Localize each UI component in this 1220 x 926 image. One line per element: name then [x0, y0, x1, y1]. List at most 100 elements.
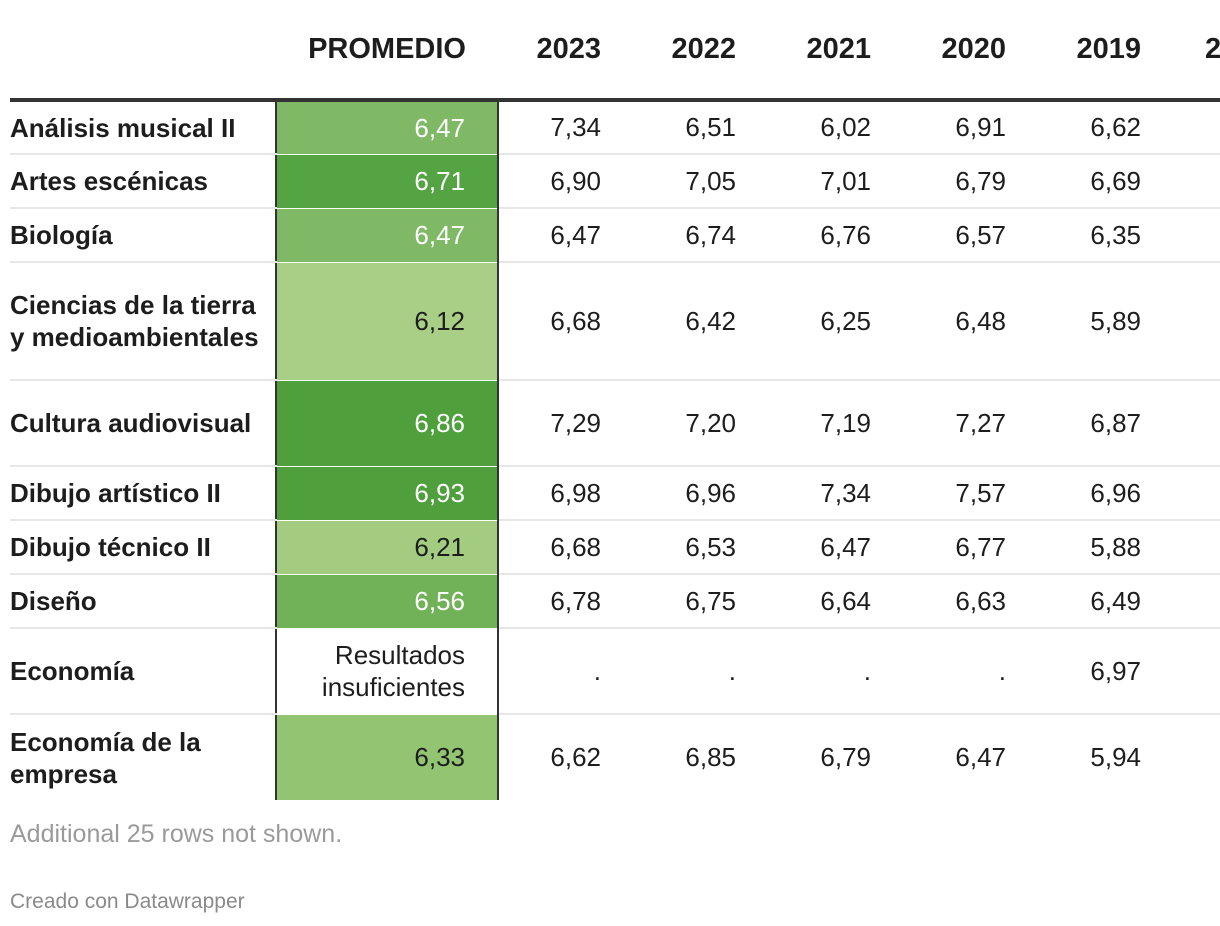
year-value-cell: 6,79 — [820, 742, 871, 772]
subject-cell: Dibujo artístico II — [10, 466, 276, 521]
promedio-cell: 6,33 — [275, 714, 499, 800]
subject-cell: Economía — [10, 628, 276, 715]
column-header-2019[interactable]: 2019 — [1038, 0, 1173, 102]
promedio-cell: 6,93 — [275, 466, 499, 521]
truncated-cell — [1173, 208, 1220, 263]
truncated-cell — [1173, 154, 1220, 209]
table-body: Análisis musical II 6,47 7,34 6,51 6,02 6,91 6… — [10, 100, 1220, 800]
table-row: Artes escénicas 6,71 6,90 7,05 7,01 6,79 6,69 — [10, 154, 1220, 209]
truncated-cell — [1173, 100, 1220, 155]
subject-cell: Economía de la empresa — [10, 726, 201, 789]
table-row: Economía de la empresa 6,33 6,62 6,85 6,79 6,… — [10, 714, 1220, 800]
year-value-cell: 6,51 — [633, 100, 768, 155]
year-value-cell: 7,57 — [903, 466, 1038, 521]
year-value-cell: . — [498, 628, 633, 715]
rows-hidden-note: Additional 25 rows not shown. — [10, 820, 343, 848]
year-value-cell: 7,34 — [498, 100, 633, 155]
table-row: Diseño 6,56 6,78 6,75 6,64 6,63 6,49 — [10, 574, 1220, 629]
year-value-cell: 6,42 — [633, 262, 768, 381]
promedio-cell: 6,56 — [275, 574, 499, 629]
truncated-cell — [1173, 714, 1220, 800]
year-value-cell: 6,69 — [1038, 154, 1173, 209]
year-value-cell: 7,27 — [903, 380, 1038, 467]
column-header-2021[interactable]: 2021 — [768, 0, 903, 102]
subject-cell: Biología — [10, 208, 276, 263]
subject-cell: Análisis musical II — [10, 100, 276, 155]
year-value-cell: . — [633, 628, 768, 715]
year-value-cell: 7,29 — [498, 380, 633, 467]
table-row: Análisis musical II 6,47 7,34 6,51 6,02 6,91 6… — [10, 100, 1220, 155]
year-value-cell: 6,87 — [1038, 380, 1173, 467]
year-value-cell: 6,96 — [633, 466, 768, 521]
year-value-cell: 6,35 — [1038, 208, 1173, 263]
truncated-cell — [1173, 466, 1220, 521]
year-value-cell: 6,53 — [633, 520, 768, 575]
truncated-cell — [1173, 574, 1220, 629]
table-row: Economía Resultados insuficientes.... 6,97 — [10, 628, 1220, 715]
year-value-cell: 6,63 — [903, 574, 1038, 629]
year-value-cell: 6,68 — [498, 262, 633, 381]
year-value-cell: 6,47 — [498, 208, 633, 263]
column-header-subject[interactable] — [10, 0, 276, 102]
table-row: Dibujo artístico II 6,93 6,98 6,96 7,34 7,57 6… — [10, 466, 1220, 521]
year-value-cell: 6,25 — [768, 262, 903, 381]
promedio-cell: 6,12 — [275, 262, 499, 381]
year-value-cell: 6,62 — [1038, 100, 1173, 155]
year-value-cell: 6,97 — [1038, 628, 1173, 715]
promedio-cell: 6,71 — [275, 154, 499, 209]
promedio-cell: 6,86 — [275, 380, 499, 467]
year-value-cell: 6,62 — [550, 742, 601, 772]
year-value-cell: . — [768, 628, 903, 715]
promedio-cell: 6,47 — [275, 100, 499, 155]
truncated-cell — [1173, 520, 1220, 575]
year-value-cell: 6,74 — [633, 208, 768, 263]
year-value-cell: 6,47 — [768, 520, 903, 575]
header-row: PROMEDIO 2023 2022 2021 2020 2019 2 — [10, 0, 1220, 102]
year-value-cell: 6,48 — [903, 262, 1038, 381]
year-value-cell: 7,05 — [633, 154, 768, 209]
subject-cell: Dibujo técnico II — [10, 520, 276, 575]
column-header-2022[interactable]: 2022 — [633, 0, 768, 102]
subject-cell: Cultura audiovisual — [10, 380, 276, 467]
column-header-promedio[interactable]: PROMEDIO — [276, 0, 498, 102]
year-value-cell: 5,88 — [1038, 520, 1173, 575]
year-value-cell: 5,94 — [1090, 742, 1141, 772]
year-value-cell: 6,75 — [633, 574, 768, 629]
data-table: PROMEDIO 2023 2022 2021 2020 2019 2 Anál… — [10, 0, 1220, 800]
column-header-2020[interactable]: 2020 — [903, 0, 1038, 102]
table-wrapper: PROMEDIO 2023 2022 2021 2020 2019 2 Anál… — [10, 0, 1220, 800]
year-value-cell: 7,01 — [768, 154, 903, 209]
year-value-cell: 6,85 — [685, 742, 736, 772]
year-value-cell: 6,78 — [498, 574, 633, 629]
year-value-cell: 6,79 — [903, 154, 1038, 209]
promedio-cell: Resultados insuficientes — [275, 628, 499, 715]
year-value-cell: 7,34 — [768, 466, 903, 521]
datawrapper-credit[interactable]: Creado con Datawrapper — [10, 890, 245, 913]
year-value-cell: 6,76 — [768, 208, 903, 263]
year-value-cell: 6,98 — [498, 466, 633, 521]
year-value-cell: 6,77 — [903, 520, 1038, 575]
year-value-cell: . — [903, 628, 1038, 715]
truncated-cell — [1173, 628, 1220, 715]
truncated-cell — [1173, 262, 1220, 381]
year-value-cell: 7,20 — [633, 380, 768, 467]
table-row: Cultura audiovisual 6,86 7,29 7,20 7,19 7,27 6… — [10, 380, 1220, 467]
subject-cell: Diseño — [10, 574, 276, 629]
subject-cell: Ciencias de la tierra y medioambientales — [10, 262, 276, 381]
year-value-cell: 7,19 — [768, 380, 903, 467]
table-row: Ciencias de la tierra y medioambientales… — [10, 262, 1220, 381]
table-row: Dibujo técnico II 6,21 6,68 6,53 6,47 6,77 5,8… — [10, 520, 1220, 575]
column-header-2023[interactable]: 2023 — [498, 0, 633, 102]
column-header-truncated[interactable]: 2 — [1173, 0, 1220, 102]
table-row: Biología 6,47 6,47 6,74 6,76 6,57 6,35 — [10, 208, 1220, 263]
year-value-cell: 6,47 — [955, 742, 1006, 772]
promedio-cell: 6,47 — [275, 208, 499, 263]
year-value-cell: 5,89 — [1038, 262, 1173, 381]
year-value-cell: 6,02 — [768, 100, 903, 155]
year-value-cell: 6,96 — [1038, 466, 1173, 521]
promedio-cell: 6,21 — [275, 520, 499, 575]
subject-cell: Artes escénicas — [10, 154, 276, 209]
year-value-cell: 6,91 — [903, 100, 1038, 155]
year-value-cell: 6,57 — [903, 208, 1038, 263]
year-value-cell: 6,64 — [768, 574, 903, 629]
